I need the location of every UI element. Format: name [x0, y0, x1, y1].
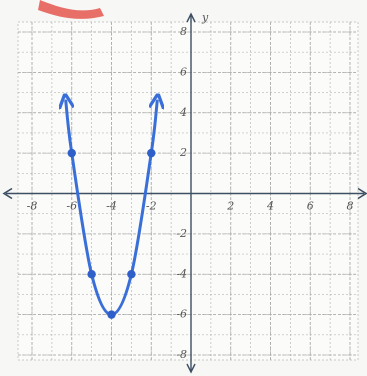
x-tick-label: 8	[347, 200, 354, 213]
x-tick-label: -6	[66, 200, 77, 213]
marker-stroke	[38, 0, 104, 19]
point	[68, 149, 76, 157]
x-tick-label: -8	[27, 200, 38, 213]
y-tick-label: -2	[176, 227, 187, 240]
y-tick-label: 2	[179, 146, 187, 159]
y-axis-label: y	[201, 11, 209, 24]
y-tick-label: -4	[176, 267, 187, 280]
point	[147, 149, 155, 157]
x-tick-label: 6	[307, 200, 314, 213]
page: {"chart_data": {"type": "line", "ylabel"…	[0, 0, 367, 376]
point	[87, 270, 95, 278]
x-tick-label: -2	[146, 200, 157, 213]
y-tick-label: 4	[179, 106, 187, 119]
x-tick-label: 4	[266, 200, 274, 213]
point	[107, 310, 115, 318]
y-tick-label: -8	[176, 348, 187, 361]
y-tick-label: 6	[180, 65, 187, 78]
y-tick-label: -6	[176, 308, 187, 321]
chart: -8 -6 -4 -2 2 4 6 8 8 6 4 2 -2 -4 -6 -8 y	[0, 0, 367, 376]
x-tick-label: -4	[106, 200, 117, 213]
x-tick-label: 2	[226, 200, 234, 213]
y-tick-label: 8	[180, 25, 187, 38]
point	[127, 270, 135, 278]
